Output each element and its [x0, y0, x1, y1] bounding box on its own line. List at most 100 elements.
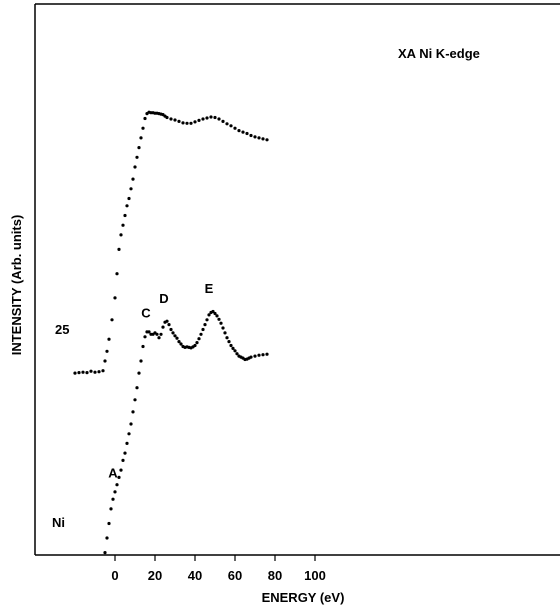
data-point-ni [177, 340, 181, 344]
data-point-ni [179, 342, 183, 346]
data-point-ni [159, 332, 163, 336]
data-point-ni [265, 352, 269, 356]
data-point-25 [233, 126, 237, 130]
data-point-ni [119, 468, 123, 472]
data-point-25 [181, 121, 185, 125]
data-point-25 [257, 136, 261, 140]
data-point-25 [245, 131, 249, 136]
data-point-25 [77, 371, 81, 375]
data-point-25 [129, 187, 133, 191]
data-point-ni [127, 432, 131, 436]
data-point-ni [213, 311, 217, 316]
data-point-ni [257, 353, 261, 357]
data-point-25 [121, 223, 125, 227]
data-point-25 [169, 117, 173, 121]
data-point-25 [185, 121, 189, 125]
data-point-25 [135, 155, 139, 159]
data-point-25 [237, 129, 241, 133]
data-point-ni [199, 332, 203, 336]
data-point-ni [109, 507, 113, 511]
data-point-25 [105, 349, 109, 353]
data-point-ni [173, 334, 177, 338]
data-point-ni [233, 349, 237, 353]
data-point-ni [171, 331, 175, 335]
data-point-25 [133, 165, 137, 169]
data-points [73, 110, 269, 555]
x-tick-label: 40 [188, 568, 202, 583]
annotation-d: D [159, 291, 168, 306]
data-point-ni [261, 353, 265, 357]
data-point-25 [141, 126, 145, 130]
data-point-ni [231, 346, 235, 350]
x-axis-label: ENERGY (eV) [262, 590, 345, 605]
data-point-ni [123, 451, 127, 455]
data-point-ni [193, 343, 197, 348]
x-tick-label: 0 [111, 568, 118, 583]
data-point-25 [189, 121, 193, 125]
series-label-25: 25 [55, 322, 69, 337]
data-point-25 [117, 247, 121, 251]
data-point-ni [223, 331, 227, 335]
data-point-25 [97, 370, 101, 374]
annotation-e: E [205, 281, 214, 296]
data-point-ni [125, 441, 129, 445]
x-tick-label: 100 [304, 568, 326, 583]
x-tick-label: 60 [228, 568, 242, 583]
data-point-25 [193, 120, 197, 124]
data-point-25 [85, 371, 89, 375]
data-point-ni [169, 327, 173, 332]
data-point-ni [205, 318, 209, 322]
data-point-25 [197, 118, 201, 122]
data-point-25 [113, 296, 117, 300]
data-point-25 [89, 369, 93, 373]
data-point-25 [217, 117, 221, 121]
data-point-25 [143, 116, 147, 121]
data-point-25 [205, 116, 209, 120]
data-point-ni [219, 321, 223, 325]
data-point-25 [229, 124, 233, 128]
data-point-ni [121, 458, 125, 462]
data-point-ni [107, 521, 111, 526]
data-point-ni [165, 319, 169, 323]
data-point-ni [201, 327, 205, 332]
data-point-25 [119, 233, 123, 237]
data-point-ni [217, 317, 221, 321]
annotation-a: A [108, 465, 118, 480]
series-label-ni: Ni [52, 515, 65, 530]
data-point-ni [203, 323, 207, 327]
data-point-ni [195, 341, 199, 345]
y-axis-label: INTENSITY (Arb. units) [9, 215, 24, 356]
data-point-25 [101, 369, 105, 373]
data-point-ni [143, 335, 147, 339]
data-point-25 [125, 204, 129, 208]
data-point-ni [227, 340, 231, 344]
data-point-25 [201, 117, 205, 121]
data-point-25 [81, 370, 85, 374]
data-point-25 [137, 146, 141, 150]
data-point-25 [241, 130, 245, 134]
data-point-ni [105, 536, 109, 540]
data-point-25 [213, 115, 217, 120]
data-point-25 [127, 196, 131, 201]
data-point-ni [249, 355, 253, 359]
data-point-25 [110, 318, 114, 322]
data-point-ni [141, 344, 145, 349]
data-point-25 [265, 138, 269, 142]
data-point-ni [225, 336, 229, 340]
data-point-25 [173, 118, 177, 122]
x-tick-label: 20 [148, 568, 162, 583]
annotations: A CD E [108, 281, 213, 480]
data-point-ni [129, 422, 133, 426]
annotation-c: C [141, 305, 151, 320]
data-point-25 [73, 371, 77, 375]
data-point-ni [115, 483, 119, 487]
data-point-ni [135, 386, 139, 390]
chart-title: XA Ni K-edge [398, 46, 480, 61]
data-point-ni [167, 323, 171, 327]
data-point-25 [139, 136, 143, 140]
data-point-25 [177, 119, 181, 123]
data-point-25 [221, 119, 225, 123]
data-point-ni [229, 343, 233, 348]
data-point-ni [139, 359, 143, 363]
